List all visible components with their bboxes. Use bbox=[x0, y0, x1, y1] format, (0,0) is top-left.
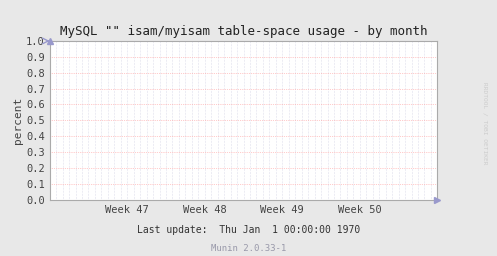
Y-axis label: percent: percent bbox=[13, 97, 23, 144]
Title: MySQL "" isam/myisam table-space usage - by month: MySQL "" isam/myisam table-space usage -… bbox=[60, 25, 427, 38]
Text: Last update:  Thu Jan  1 00:00:00 1970: Last update: Thu Jan 1 00:00:00 1970 bbox=[137, 225, 360, 236]
Text: RRDTOOL / TOBI OETIKER: RRDTOOL / TOBI OETIKER bbox=[482, 82, 487, 164]
Text: Munin 2.0.33-1: Munin 2.0.33-1 bbox=[211, 244, 286, 253]
